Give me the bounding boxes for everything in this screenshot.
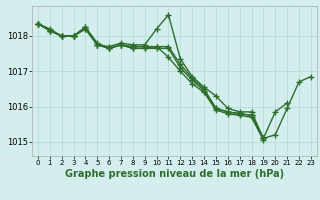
X-axis label: Graphe pression niveau de la mer (hPa): Graphe pression niveau de la mer (hPa) <box>65 169 284 179</box>
